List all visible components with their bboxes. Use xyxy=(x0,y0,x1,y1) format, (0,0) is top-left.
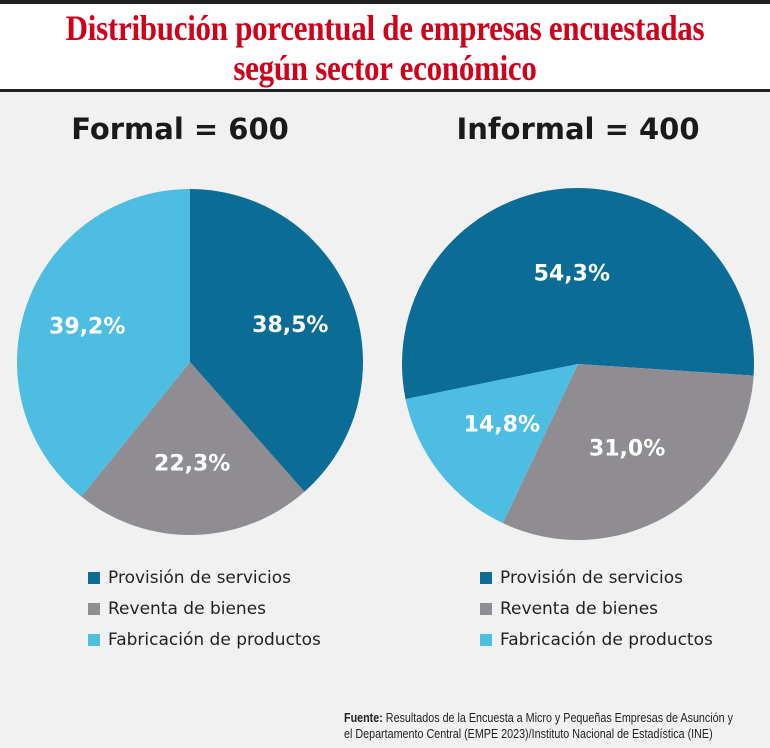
legend-swatch xyxy=(480,633,492,646)
legend-label: Reventa de bienes xyxy=(108,598,267,619)
informal-pie-title: Informal = 400 xyxy=(456,112,700,146)
source-label: Fuente: xyxy=(344,711,383,725)
legend-label: Fabricación de productos xyxy=(108,629,321,650)
informal-legend: Provisión de servicios Reventa de bienes… xyxy=(480,562,713,655)
legend-swatch xyxy=(480,602,492,615)
legend-swatch xyxy=(88,633,100,646)
source-text-2: el Departamento Central (EMPE 2023)/Inst… xyxy=(344,727,713,741)
legend-swatch xyxy=(480,571,492,584)
header: Distribución porcentual de empresas encu… xyxy=(0,0,770,92)
data-label: 14,8% xyxy=(464,413,540,438)
title-line-2: según sector económico xyxy=(233,48,537,88)
source-note: Fuente: Resultados de la Encuesta a Micr… xyxy=(344,710,733,742)
data-label: 38,5% xyxy=(252,313,328,338)
source-text: Resultados de la Encuesta a Micro y Pequ… xyxy=(382,711,733,725)
data-label: 39,2% xyxy=(49,315,125,340)
pie-slice xyxy=(502,364,754,541)
legend-item: Provisión de servicios xyxy=(480,562,713,593)
data-label: 54,3% xyxy=(534,262,610,287)
legend-swatch xyxy=(88,602,100,615)
data-label: 22,3% xyxy=(154,451,230,476)
legend-swatch xyxy=(88,571,100,584)
legend-item: Fabricación de productos xyxy=(88,624,321,655)
legend-label: Provisión de servicios xyxy=(108,567,291,588)
data-label: 31,0% xyxy=(589,436,665,461)
legend-item: Provisión de servicios xyxy=(88,562,321,593)
legend-item: Fabricación de productos xyxy=(480,624,713,655)
legend-label: Reventa de bienes xyxy=(500,598,659,619)
formal-legend: Provisión de servicios Reventa de bienes… xyxy=(88,562,321,655)
legend-label: Provisión de servicios xyxy=(500,567,683,588)
pie-slice xyxy=(405,364,578,524)
pie-slice xyxy=(401,187,754,400)
formal-pie-title: Formal = 600 xyxy=(71,112,289,146)
pie-slice xyxy=(81,362,305,535)
legend-label: Fabricación de productos xyxy=(500,629,713,650)
pie-slice xyxy=(16,189,190,497)
pie-slice xyxy=(190,189,363,492)
legend-item: Reventa de bienes xyxy=(88,593,321,624)
legend-item: Reventa de bienes xyxy=(480,593,713,624)
chart-title: Distribución porcentual de empresas encu… xyxy=(54,8,716,88)
title-line-1: Distribución porcentual de empresas encu… xyxy=(65,8,705,48)
